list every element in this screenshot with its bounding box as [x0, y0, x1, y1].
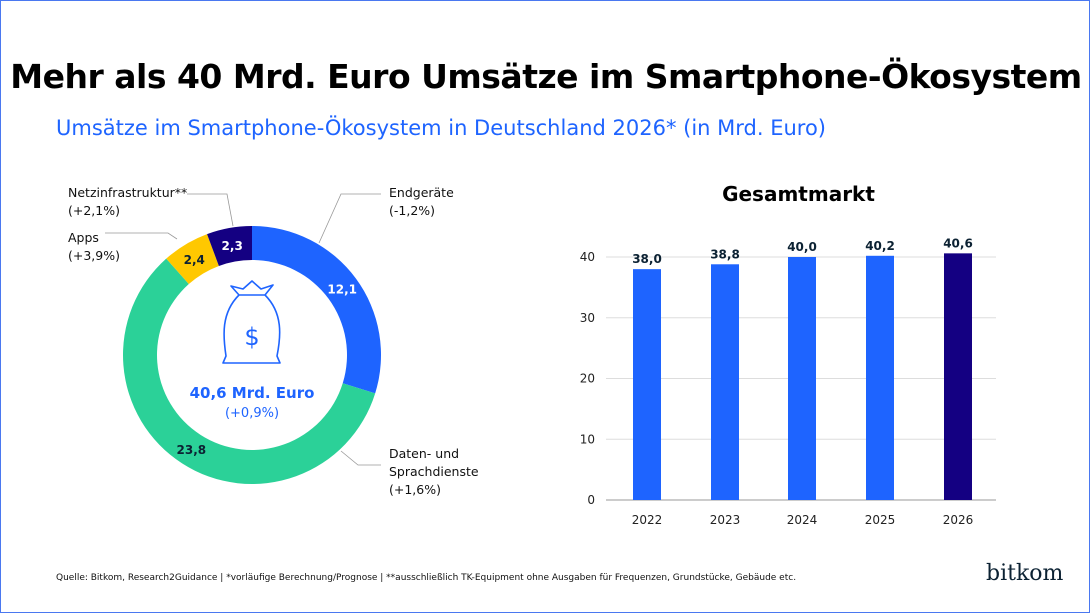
y-tick-40: 40 [580, 250, 595, 264]
donut-slice-1 [122, 258, 376, 484]
bar-label-2025: 40,2 [865, 239, 895, 253]
bar-2025 [866, 255, 894, 500]
donut-total: 40,6 Mrd. Euro [189, 384, 315, 402]
bar-2026 [944, 253, 972, 500]
x-tick-2026: 2026 [943, 513, 974, 527]
money-bag-icon [222, 280, 281, 364]
donut-label-0: 12,1 [327, 283, 357, 297]
donut-slice-0 [252, 226, 381, 394]
leader-line-0 [318, 193, 381, 244]
bar-label-2024: 40,0 [787, 240, 817, 254]
leader-line-1 [187, 193, 234, 227]
y-tick-30: 30 [580, 311, 595, 325]
donut-label-2: 2,4 [184, 253, 205, 267]
x-tick-2024: 2024 [787, 513, 818, 527]
dollar-sign-icon: $ [244, 323, 259, 351]
legend-daten: Daten- und Sprachdienste (+1,6%) [389, 446, 479, 497]
bar-2024 [788, 257, 816, 500]
bar-label-2022: 38,0 [632, 252, 662, 266]
bar-label-2026: 40,6 [943, 236, 973, 250]
page-subtitle: Umsätze im Smartphone-Ökosystem in Deuts… [56, 116, 826, 140]
legend-endgeraete: Endgeräte (-1,2%) [389, 185, 454, 218]
page-title: Mehr als 40 Mrd. Euro Umsätze im Smartph… [10, 57, 1082, 96]
donut-slice-2 [166, 234, 219, 285]
leader-line-3 [340, 450, 381, 466]
bitkom-logo: bitkom [986, 561, 1064, 586]
y-tick-10: 10 [580, 432, 595, 446]
y-tick-20: 20 [580, 372, 595, 386]
donut-label-3: 2,3 [222, 239, 243, 253]
footer-source: Quelle: Bitkom, Research2Guidance | *vor… [56, 573, 797, 583]
bar-2022 [633, 269, 661, 500]
x-tick-2025: 2025 [865, 513, 896, 527]
x-tick-2022: 2022 [632, 513, 663, 527]
bar-label-2023: 38,8 [710, 247, 740, 261]
bar-2023 [711, 264, 739, 500]
bar-chart-title: Gesamtmarkt [722, 182, 875, 206]
x-tick-2023: 2023 [710, 513, 741, 527]
legend-apps: Apps (+3,9%) [68, 230, 120, 263]
y-tick-0: 0 [587, 493, 595, 507]
donut-slice-3 [207, 226, 252, 266]
legend-netz: Netzinfrastruktur** (+2,1%) [68, 185, 188, 218]
donut-label-1: 23,8 [177, 443, 207, 457]
donut-total-change: (+0,9%) [224, 406, 280, 421]
leader-line-2 [105, 232, 178, 240]
